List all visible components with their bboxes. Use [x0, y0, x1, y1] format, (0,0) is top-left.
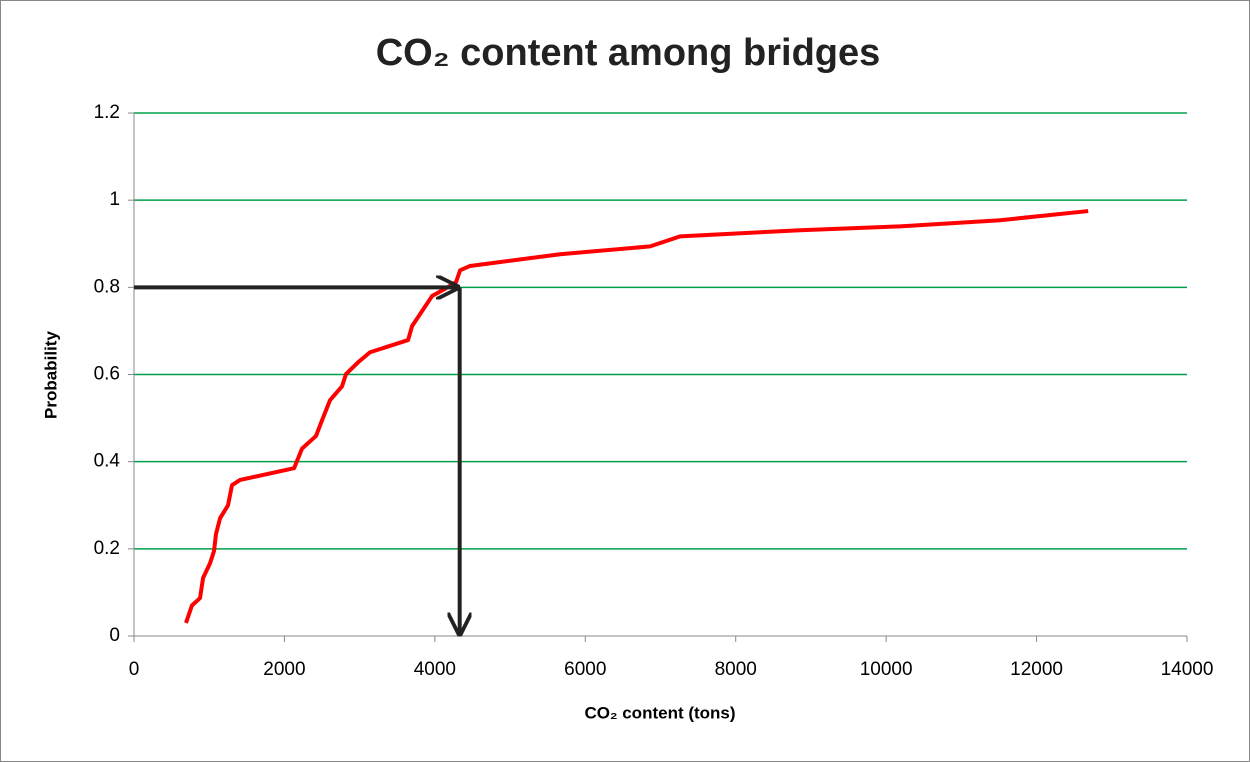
x-tick-label: 10000: [860, 659, 913, 680]
y-axis-label: Probability: [41, 331, 60, 419]
y-tick-label: 0.2: [94, 538, 120, 559]
x-tick-label: 8000: [715, 659, 757, 680]
x-tick-label: 4000: [414, 659, 456, 680]
x-tick-label: 6000: [564, 659, 606, 680]
x-axis-label: CO₂ content (tons): [584, 703, 735, 722]
x-tick-label: 12000: [1010, 659, 1063, 680]
chart-title: CO₂ content among bridges: [376, 32, 881, 74]
x-tick-label: 14000: [1161, 659, 1214, 680]
y-tick-label: 1.2: [94, 102, 120, 123]
y-tick-label: 0.6: [94, 364, 120, 385]
y-tick-label: 0.4: [94, 451, 121, 472]
data-line: [184, 209, 1089, 624]
y-tick-label: 1: [109, 189, 120, 210]
y-tick-label: 0.8: [94, 276, 120, 297]
x-tick-label: 2000: [263, 659, 305, 680]
y-tick-label: 0: [109, 625, 120, 646]
x-tick-label: 0: [129, 659, 140, 680]
